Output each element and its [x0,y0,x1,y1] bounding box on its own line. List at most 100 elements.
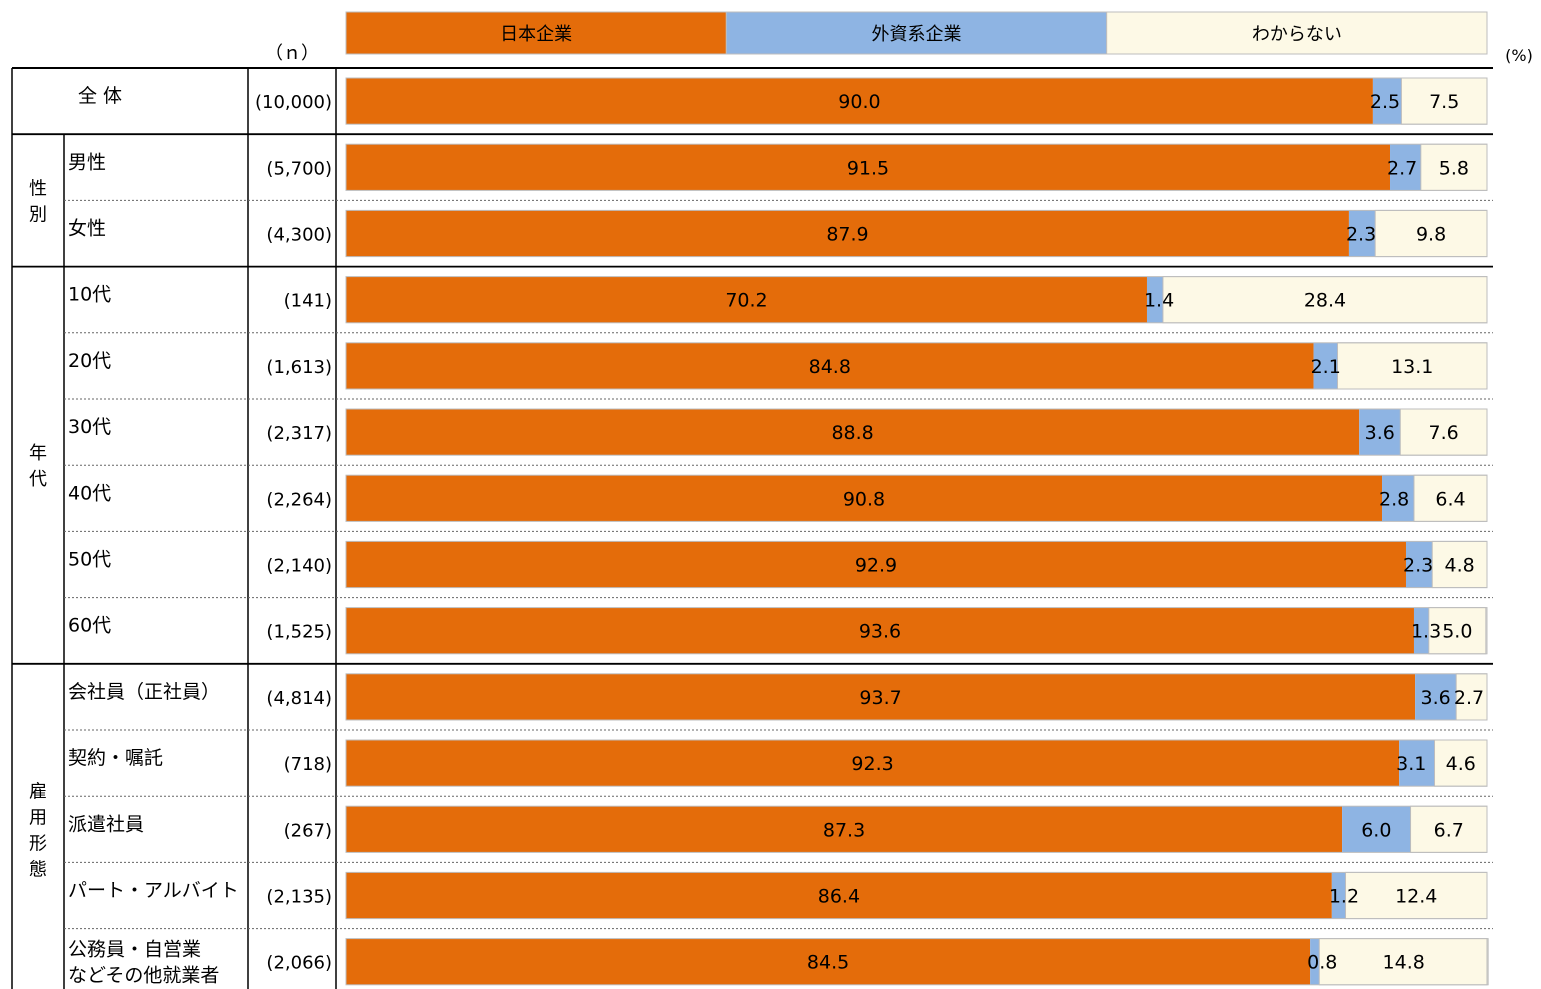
legend: 日本企業 外資系企業 わからない [345,11,1488,55]
data-label: 2.8 [1379,488,1409,510]
bar-segment [346,740,1400,787]
bar-outline [345,276,1488,324]
bar-segment [346,607,1414,654]
data-label: 14.8 [1383,952,1425,974]
category-label: 全 体 [78,85,122,107]
data-label: 2.3 [1346,224,1376,246]
data-label: 5.0 [1442,621,1472,643]
bar-segment [346,144,1391,191]
bar-outline [345,77,1488,125]
category-label: 男性 [68,151,106,173]
bar-outline [345,408,1488,456]
category-label: 契約・嘱託 [68,747,163,769]
bar-outline [345,209,1488,258]
data-label: 9.8 [1416,224,1446,246]
data-label: 2.3 [1403,555,1433,577]
bar-outline [345,607,1488,655]
bar-segment [1382,475,1414,522]
n-value: (2,317) [266,423,332,444]
bar-segment [1390,144,1421,191]
legend-label: 日本企業 [500,24,572,45]
chart-row: パート・アルバイト (2,135) 86.4 1.2 12.4 [68,871,1488,920]
bar-outline [345,540,1488,589]
group-label: 性別 [29,178,47,225]
bar-segment [1399,408,1488,456]
data-label: 92.9 [855,555,897,577]
bar-outline [345,474,1488,522]
data-label: 87.3 [823,819,865,841]
data-label: 90.0 [838,91,880,113]
data-label: 91.5 [847,157,889,179]
bar-segment [346,276,1147,323]
data-label: 7.5 [1429,91,1459,113]
chart-row: 10代 (141) 70.2 1.4 28.4 [68,276,1488,324]
bar-segment [1348,210,1376,257]
chart-row: 40代 (2,264) 90.8 2.8 6.4 [68,474,1488,522]
bar-segment [1318,938,1489,986]
bar-segment [1162,276,1488,324]
data-label: 2.7 [1454,687,1484,709]
chart-row: 20代 (1,613) 84.8 2.1 13.1 [68,342,1488,390]
bar-outline [345,342,1488,390]
chart-row: 会社員（正社員） (4,814) 93.7 3.6 2.7 [68,673,1488,721]
data-label: 93.7 [859,687,901,709]
data-label: 4.6 [1446,753,1476,775]
bar-outline [345,673,1488,721]
bar-segment [1372,78,1402,125]
bar-outline [345,739,1488,787]
data-label: 12.4 [1395,886,1437,908]
data-label: 92.3 [851,753,893,775]
bar-segment [1345,871,1488,920]
n-value: (4,814) [266,688,332,709]
n-column-header: （ｎ） [265,43,319,64]
bar-outline [345,143,1488,191]
bar-segment [1410,805,1488,853]
legend-label: わからない [1252,24,1342,45]
data-label: 13.1 [1391,356,1433,378]
bar-segment [1415,673,1457,720]
n-value: (2,140) [266,556,332,577]
bar-segment [1431,540,1488,589]
data-label: 87.9 [826,224,868,246]
data-label: 90.8 [843,488,885,510]
bar-outline [345,871,1488,920]
category-label: 20代 [68,350,111,372]
bar-segment [346,673,1416,720]
chart-row: 全 体 (10,000) 90.0 2.5 7.5 [78,77,1488,125]
bar-outline [345,805,1488,853]
percent-unit-label: (%) [1505,46,1533,65]
bar-segment [346,938,1311,985]
legend-label: 外資系企業 [872,24,962,45]
group-label: 年代 [29,443,47,490]
bar-segment [1359,409,1401,456]
data-label: 4.8 [1445,555,1475,577]
category-label: 50代 [68,549,111,571]
bar-segment [346,409,1360,456]
data-label: 1.2 [1329,886,1359,908]
data-label: 6.4 [1435,488,1465,510]
data-label: 86.4 [818,886,860,908]
group-label: 雇用形態 [29,781,47,880]
data-label: 70.2 [725,290,767,312]
chart-rows: 全 体 (10,000) 90.0 2.5 7.5 男性 (5,700) 91.5 2.7 5.8… [68,77,1489,987]
bar-segment [1331,872,1346,919]
category-label: パート・アルバイト [68,880,239,902]
n-value: (1,525) [266,622,332,643]
n-value: (141) [284,291,332,312]
bar-segment [1413,607,1429,654]
data-label: 2.7 [1387,157,1417,179]
n-value: (2,264) [266,489,332,510]
data-label: 6.0 [1361,819,1391,841]
bar-segment [346,78,1373,125]
bar-segment [1405,541,1433,588]
bar-segment [1399,740,1435,787]
category-label: 会社員（正社員） [68,681,220,703]
chart-row: 60代 (1,525) 93.6 1.3 5.0 [68,607,1488,655]
bar-segment [1310,938,1320,985]
bar-segment [346,342,1314,389]
bar-segment [346,872,1332,919]
n-value: (2,066) [266,953,332,974]
data-label: 3.6 [1421,687,1451,709]
